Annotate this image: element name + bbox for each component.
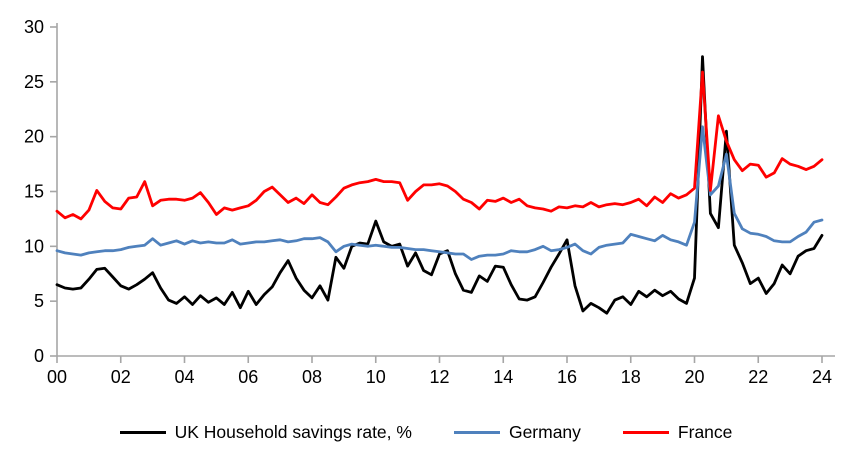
france-line-swatch bbox=[622, 431, 669, 434]
germany-line-swatch bbox=[453, 431, 500, 434]
x-tick-label: 08 bbox=[302, 367, 322, 387]
chart-legend: UK Household savings rate, % Germany Fra… bbox=[0, 422, 852, 443]
legend-item-france: France bbox=[622, 422, 733, 443]
x-tick-label: 16 bbox=[557, 367, 577, 387]
legend-label-uk: UK Household savings rate, % bbox=[174, 422, 412, 442]
y-tick-label: 20 bbox=[24, 127, 44, 147]
y-tick-label: 10 bbox=[24, 236, 44, 256]
series-line-1 bbox=[55, 125, 824, 261]
y-tick-label: 30 bbox=[24, 17, 44, 37]
x-tick-label: 10 bbox=[366, 367, 386, 387]
x-tick-label: 02 bbox=[111, 367, 131, 387]
x-tick-label: 12 bbox=[429, 367, 449, 387]
uk-line-swatch bbox=[119, 431, 166, 434]
y-tick-label: 0 bbox=[34, 346, 44, 366]
legend-item-germany: Germany bbox=[453, 422, 581, 443]
series-line-0 bbox=[55, 55, 824, 315]
x-tick-label: 22 bbox=[748, 367, 768, 387]
series-line-2 bbox=[55, 70, 824, 221]
y-tick-label: 5 bbox=[34, 291, 44, 311]
y-tick-label: 15 bbox=[24, 182, 44, 202]
x-tick-label: 14 bbox=[493, 367, 513, 387]
x-tick-label: 24 bbox=[812, 367, 832, 387]
legend-item-uk: UK Household savings rate, % bbox=[119, 422, 412, 443]
legend-label-france: France bbox=[677, 422, 733, 442]
x-tick-label: 20 bbox=[684, 367, 704, 387]
y-tick-label: 25 bbox=[24, 72, 44, 92]
x-tick-label: 04 bbox=[174, 367, 194, 387]
x-tick-label: 00 bbox=[47, 367, 67, 387]
x-tick-label: 18 bbox=[621, 367, 641, 387]
x-tick-label: 06 bbox=[238, 367, 258, 387]
legend-label-germany: Germany bbox=[508, 422, 581, 442]
